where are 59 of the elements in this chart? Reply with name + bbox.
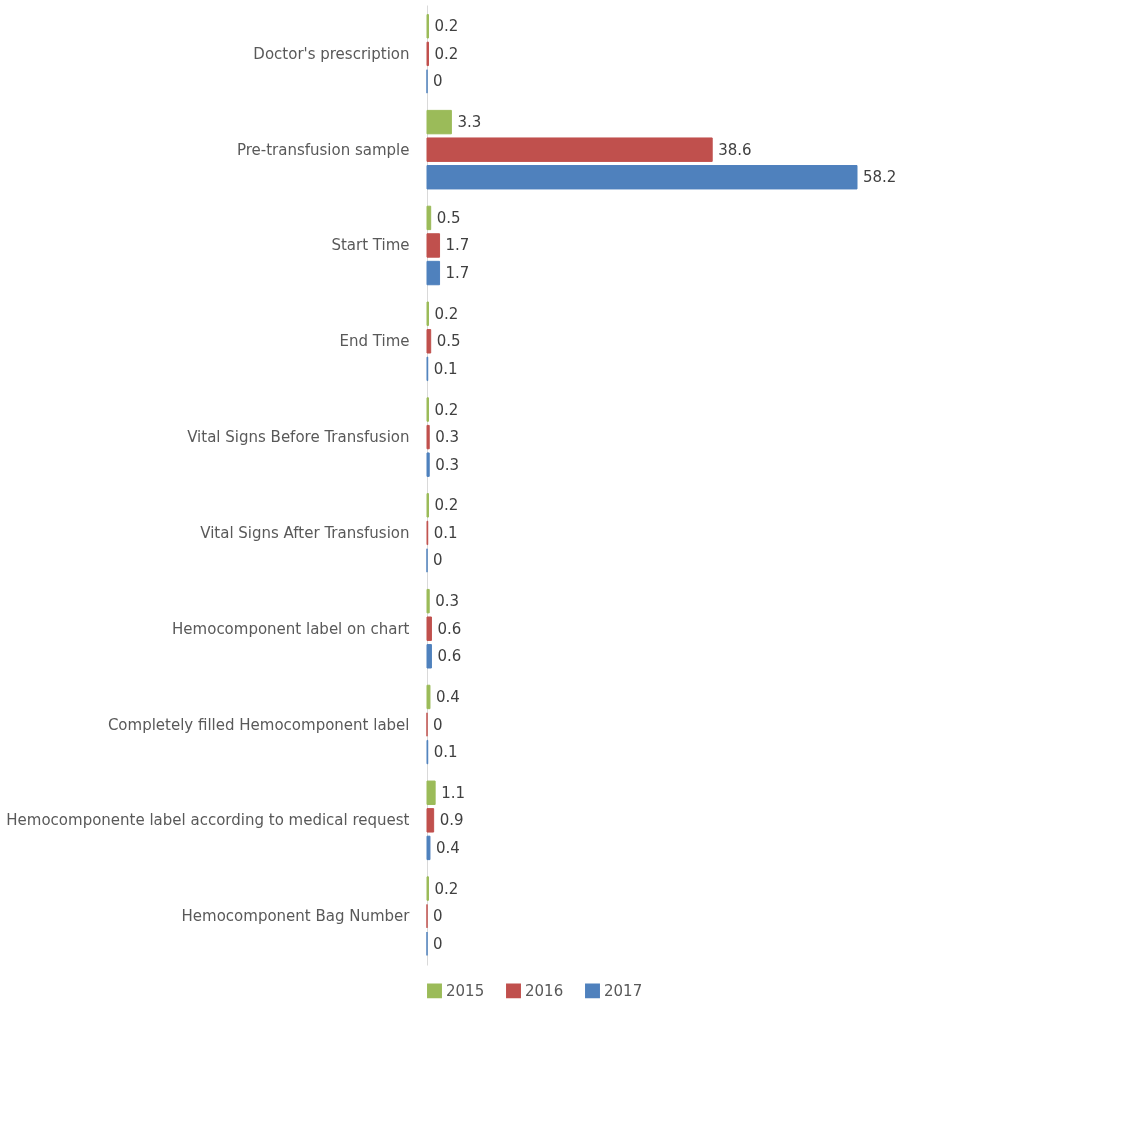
data-label: 0.1 <box>433 359 458 378</box>
data-label: 0 <box>433 907 443 926</box>
bar <box>426 165 858 190</box>
data-label: 0.5 <box>436 332 461 351</box>
data-label: 0.2 <box>434 304 459 323</box>
y-tick-label: Pre-transfusion sample <box>236 140 410 159</box>
legend-label: 2016 <box>525 981 564 1000</box>
data-label: 0.3 <box>435 455 460 474</box>
y-tick-label: Hemocomponente label according to medical request <box>6 811 410 830</box>
data-label: 0.2 <box>434 496 459 515</box>
y-tick-label: Doctor's prescription <box>253 44 410 63</box>
data-label: 0.4 <box>435 838 460 857</box>
data-label: 0.2 <box>434 400 459 419</box>
bar <box>426 452 430 477</box>
y-tick-label: Vital Signs After Transfusion <box>200 523 410 542</box>
bar <box>426 424 430 450</box>
bar <box>426 137 713 162</box>
data-label: 1.7 <box>445 264 470 283</box>
data-label: 0.3 <box>435 592 460 611</box>
data-label: 0.4 <box>435 687 460 706</box>
bar <box>426 780 436 805</box>
y-tick-label: Hemocomponent label on chart <box>172 619 410 638</box>
bar <box>426 835 431 861</box>
bar <box>426 233 441 258</box>
data-label: 0.1 <box>433 743 458 762</box>
data-label: 58.2 <box>863 168 897 187</box>
bar <box>426 588 430 614</box>
bar <box>426 260 441 286</box>
bar <box>426 329 432 354</box>
legend-label: 2015 <box>446 981 485 1000</box>
y-tick-label: End Time <box>339 332 410 351</box>
data-label: 38.6 <box>718 140 752 159</box>
data-label: 0.3 <box>435 428 460 447</box>
bar <box>426 205 432 231</box>
bar <box>426 808 435 833</box>
y-tick-label: Hemocomponent Bag Number <box>181 907 411 926</box>
bar <box>426 644 432 669</box>
bar <box>426 109 452 135</box>
data-label: 1.1 <box>441 783 465 802</box>
bar <box>426 684 431 710</box>
data-label: 0.6 <box>437 647 462 666</box>
y-tick-label: Vital Signs Before Transfusion <box>187 428 410 447</box>
data-label: 0.1 <box>433 523 458 542</box>
data-label: 0.6 <box>437 619 462 638</box>
data-label: 0.9 <box>439 811 464 830</box>
data-label: 0 <box>433 551 443 570</box>
y-tick-label: Start Time <box>331 236 410 255</box>
data-label: 0.2 <box>434 17 459 36</box>
legend-label: 2017 <box>604 981 643 1000</box>
data-label: 0 <box>433 72 443 91</box>
data-label: 0.2 <box>434 879 459 898</box>
y-tick-label: Completely filled Hemocomponent label <box>107 715 410 734</box>
data-label: 0.5 <box>436 208 461 227</box>
data-label: 1.7 <box>445 236 470 255</box>
data-label: 0 <box>433 934 443 953</box>
data-label: 3.3 <box>457 113 482 132</box>
bar <box>426 616 432 641</box>
data-label: 0 <box>433 715 443 734</box>
data-label: 0.2 <box>434 44 459 63</box>
